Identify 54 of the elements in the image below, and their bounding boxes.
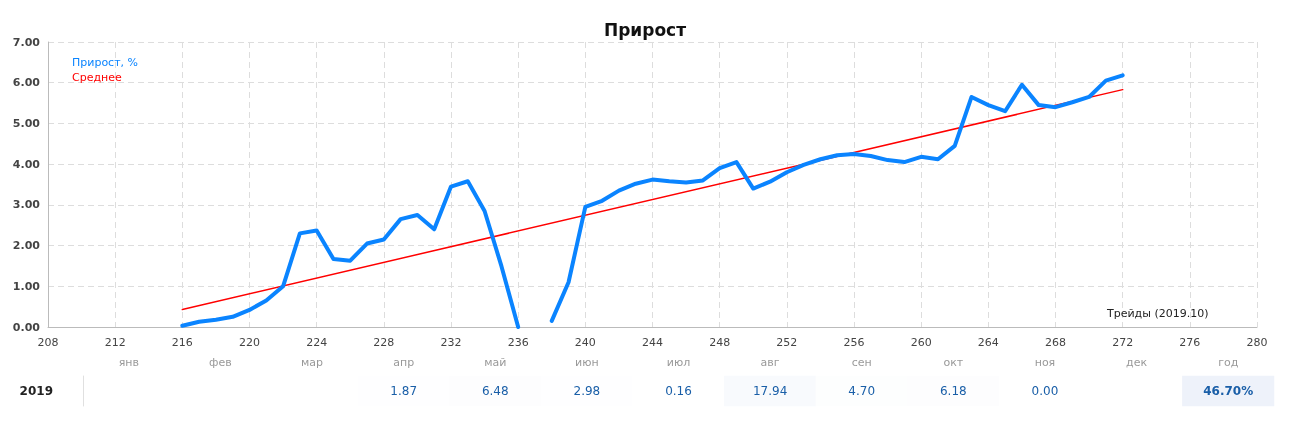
x-tick-label: 280 [1246, 336, 1268, 349]
y-tick-label: 6.00 [12, 76, 41, 90]
x-tick-label: май [484, 356, 507, 369]
data-label: 6.48 [481, 384, 509, 398]
x-tick-label: фев [209, 356, 232, 369]
x-tick-label: 236 [507, 336, 529, 349]
x-tick-label: 264 [977, 336, 999, 349]
x-tick-label: сен [851, 356, 872, 369]
x-tick-label: 228 [373, 336, 395, 349]
data-label: 1.87 [390, 384, 418, 398]
x-tick-label: 272 [1112, 336, 1134, 349]
x-tick-label: 224 [306, 336, 328, 349]
y-tick-label: 5.00 [12, 116, 41, 130]
x-tick-label: ноя [1034, 356, 1056, 369]
x-tick-label: 240 [574, 336, 596, 349]
x-tick-label: июн [575, 356, 599, 369]
x-tick-label: июл [666, 356, 691, 369]
y-tick-label: 7.00 [12, 35, 41, 49]
x-tick-label: 256 [843, 336, 865, 349]
x-tick-label: 248 [709, 336, 731, 349]
x-tick-label: 252 [776, 336, 798, 349]
x-tick-label: дек [1126, 356, 1148, 369]
data-label: 0.00 [1031, 384, 1059, 398]
data-label: 17.94 [752, 384, 788, 398]
x-tick-label: 212 [104, 336, 126, 349]
y-tick-label: 4.00 [12, 157, 41, 171]
x-tick-label: авг [760, 356, 780, 369]
data-label: 4.70 [848, 384, 876, 398]
y-tick-label: 2.00 [12, 239, 41, 253]
x-tick-label: 276 [1179, 336, 1201, 349]
x-tick-label: 208 [37, 336, 59, 349]
x-axis-title: Трейды (2019.10) [1106, 307, 1209, 320]
chart-title: Прирост [603, 19, 687, 40]
y-tick-label: 1.00 [12, 279, 41, 293]
y-tick-label: 3.00 [12, 198, 41, 212]
x-tick-label: 216 [171, 336, 193, 349]
text: Прирост, % [72, 56, 139, 69]
y-tick-label: 0.00 [12, 320, 41, 334]
x-tick-label: 260 [910, 336, 932, 349]
x-tick-label: 232 [440, 336, 462, 349]
x-tick-label: окт [943, 356, 964, 369]
x-tick-label: мар [301, 356, 324, 369]
y-tick-label: 2019 [19, 384, 53, 398]
data-label: 46.70% [1203, 384, 1254, 398]
data-label: 0.16 [665, 384, 692, 398]
x-tick-label: янв [118, 356, 139, 369]
x-tick-label: 268 [1045, 336, 1066, 349]
data-label: 6.18 [939, 384, 967, 398]
data-label: 2.98 [573, 384, 601, 398]
text: Среднее [72, 71, 122, 84]
x-tick-label: 244 [642, 336, 663, 349]
x-tick-label: 220 [239, 336, 260, 349]
x-tick-label: апр [393, 356, 415, 369]
x-tick-label: год [1218, 356, 1239, 369]
